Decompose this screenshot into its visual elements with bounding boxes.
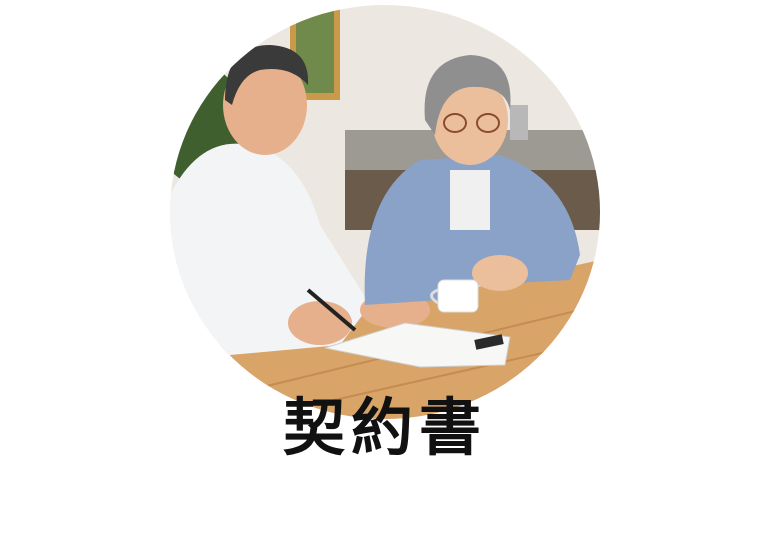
man-hair: [225, 45, 309, 105]
pen: [306, 288, 357, 332]
couple-photo: [170, 5, 600, 419]
woman-hair: [424, 55, 511, 135]
woman-face: [432, 75, 508, 165]
contract-document: [324, 322, 511, 368]
caption-title: 契約書: [282, 391, 487, 464]
coffee-cup: [437, 279, 479, 313]
